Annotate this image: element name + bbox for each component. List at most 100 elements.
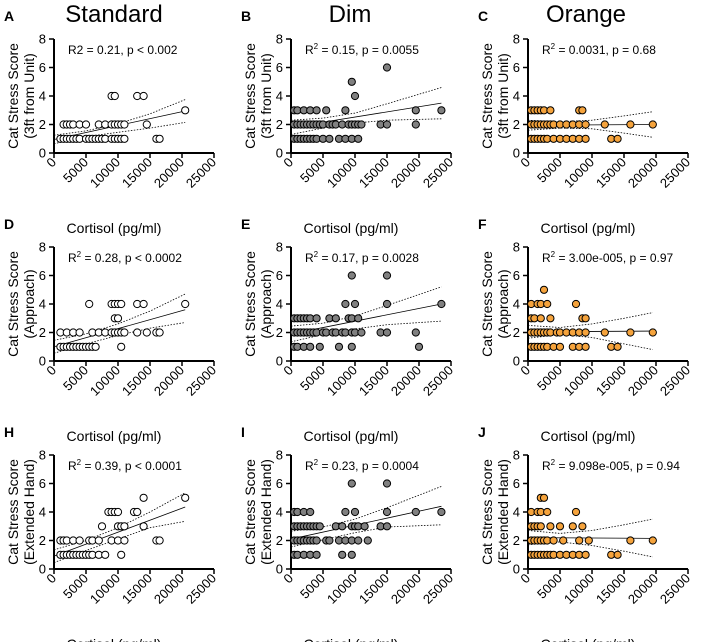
- data-point: [347, 550, 356, 559]
- panel-h: H024680500010000150002000025000Cortisol …: [4, 424, 219, 642]
- data-point: [325, 536, 334, 545]
- y-tick-label: 4: [276, 89, 283, 104]
- data-point: [357, 328, 366, 337]
- data-point: [155, 536, 164, 545]
- data-point: [120, 120, 129, 129]
- data-point: [437, 299, 446, 309]
- data-point: [581, 120, 590, 129]
- data-point: [75, 536, 84, 545]
- y-axis-label-line: (Extended Hand): [495, 459, 511, 565]
- x-tick-label: 25000: [183, 571, 219, 607]
- x-tick-label: 15000: [356, 155, 392, 191]
- x-tick-label: 0: [280, 155, 296, 171]
- x-tick-label: 15000: [119, 363, 155, 399]
- data-point: [133, 328, 142, 337]
- data-point: [411, 120, 420, 129]
- data-point: [139, 493, 148, 502]
- data-point: [360, 522, 369, 531]
- x-tick-label: 10000: [324, 155, 360, 191]
- data-point: [648, 328, 657, 337]
- stat-annotation: R2 = 0.0031, p = 0.68: [542, 42, 656, 57]
- stat-annotation: R2 = 0.23, p = 0.0004: [305, 458, 419, 473]
- data-point: [101, 550, 110, 559]
- data-point: [363, 536, 372, 545]
- stat-superscript: 2: [551, 250, 556, 259]
- data-point: [97, 522, 107, 531]
- data-point: [117, 299, 126, 309]
- y-tick-label: 8: [513, 448, 520, 463]
- stat-text-pre: R: [305, 43, 314, 57]
- y-tick-label: 6: [276, 268, 283, 283]
- data-point: [571, 299, 581, 309]
- y-axis-label-line: Cat Stress Score: [479, 43, 495, 149]
- panel-letter: J: [478, 424, 486, 440]
- y-tick-label: 2: [513, 533, 520, 548]
- data-point: [155, 328, 164, 337]
- data-point: [555, 522, 565, 531]
- confidence-band-lower: [290, 320, 442, 343]
- data-point: [382, 507, 392, 517]
- confidence-band-lower: [290, 118, 442, 135]
- data-point: [120, 328, 129, 337]
- stat-superscript: 2: [314, 458, 319, 467]
- y-tick-label: 8: [39, 448, 46, 463]
- data-point: [142, 328, 151, 337]
- x-tick-label: 20000: [388, 571, 424, 607]
- x-axis-label: Cortisol (pg/ml): [67, 636, 162, 642]
- data-point: [91, 342, 100, 351]
- data-point: [181, 299, 190, 309]
- x-tick-label: 25000: [420, 571, 456, 607]
- stat-annotation: R2 = 0.17, p = 0.0028: [305, 250, 419, 265]
- panel-letter: C: [478, 8, 488, 24]
- x-axis-label: Cortisol (pg/ml): [541, 428, 636, 444]
- data-point: [181, 106, 190, 115]
- x-tick-label: 15000: [593, 155, 629, 191]
- data-point: [584, 536, 593, 545]
- y-tick-label: 8: [276, 448, 283, 463]
- y-tick-label: 6: [39, 60, 46, 75]
- data-point: [437, 507, 446, 517]
- data-point: [546, 522, 555, 531]
- data-point: [347, 479, 356, 488]
- x-tick-label: 15000: [593, 571, 629, 607]
- stat-text-post: = 0.28, p < 0.0002: [81, 251, 182, 265]
- stat-text-post: = 3.00e-005, p = 0.97: [555, 251, 673, 265]
- stat-text-post: = 0.17, p = 0.0028: [318, 251, 419, 265]
- data-point: [120, 134, 129, 143]
- y-axis-label-line: Cat Stress Score: [5, 459, 21, 565]
- data-point: [85, 299, 94, 309]
- data-point: [312, 550, 321, 559]
- column-title-standard: Standard: [65, 1, 162, 28]
- data-point: [139, 91, 148, 101]
- y-tick-label: 2: [276, 117, 283, 132]
- x-tick-label: 0: [280, 363, 296, 379]
- data-point: [155, 134, 164, 143]
- y-tick-label: 6: [39, 268, 46, 283]
- stat-text-pre: R2 = 0.21, p < 0.002: [68, 43, 178, 57]
- stat-annotation: R2 = 0.28, p < 0.0002: [68, 250, 182, 265]
- y-axis-label-line: (3ft from Unit): [495, 53, 511, 139]
- x-tick-label: 15000: [593, 363, 629, 399]
- x-axis-label: Cortisol (pg/ml): [541, 220, 636, 236]
- y-tick-label: 6: [39, 476, 46, 491]
- data-point: [75, 328, 84, 337]
- x-tick-label: 0: [43, 155, 59, 171]
- y-tick-label: 4: [39, 89, 46, 104]
- y-axis-label-line: Cat Stress Score: [242, 251, 258, 357]
- data-point: [571, 507, 581, 517]
- x-tick-label: 25000: [420, 363, 456, 399]
- stat-text-pre: R: [68, 459, 77, 473]
- confidence-band-upper: [53, 293, 186, 341]
- data-point: [382, 479, 392, 488]
- y-tick-label: 0: [276, 354, 283, 369]
- data-point: [411, 106, 420, 115]
- x-tick-label: 10000: [324, 363, 360, 399]
- stat-annotation: R2 = 0.21, p < 0.002: [68, 43, 178, 57]
- y-axis-label-line: (Approach): [21, 269, 37, 338]
- x-tick-label: 20000: [151, 571, 187, 607]
- data-point: [626, 328, 635, 337]
- y-axis-label-line: Cat Stress Score: [5, 43, 21, 149]
